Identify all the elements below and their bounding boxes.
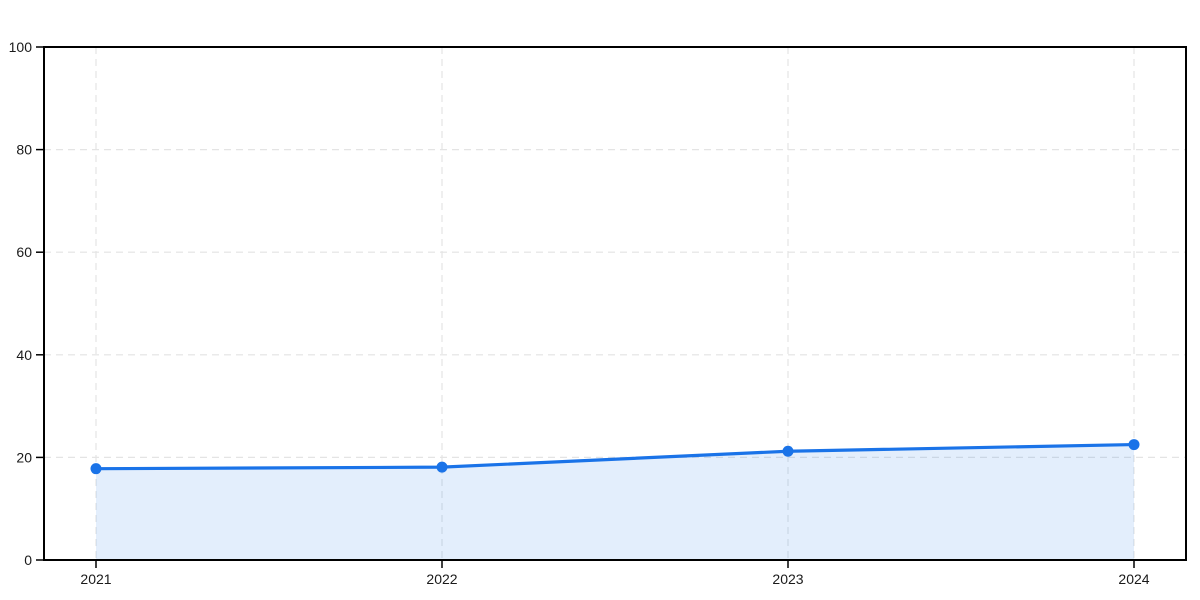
data-point — [782, 445, 794, 457]
x-axis-tick-label: 2021 — [80, 571, 111, 587]
y-axis-tick-label: 40 — [16, 347, 32, 363]
area-fill — [96, 444, 1134, 560]
y-axis-tick-label: 100 — [9, 39, 33, 55]
data-point — [436, 461, 448, 473]
y-axis-tick-label: 80 — [16, 142, 32, 158]
trend-line — [94, 442, 1136, 471]
plot-border — [43, 46, 1187, 561]
data-point — [1128, 439, 1140, 451]
y-axis-tick-label: 60 — [16, 244, 32, 260]
data-point — [90, 463, 102, 475]
x-axis-tick-label: 2024 — [1118, 571, 1149, 587]
y-axis-tick-label: 20 — [16, 449, 32, 465]
y-axis-tick-label: 0 — [24, 552, 32, 568]
x-axis-tick-label: 2023 — [772, 571, 803, 587]
x-axis-tick-label: 2022 — [426, 571, 457, 587]
